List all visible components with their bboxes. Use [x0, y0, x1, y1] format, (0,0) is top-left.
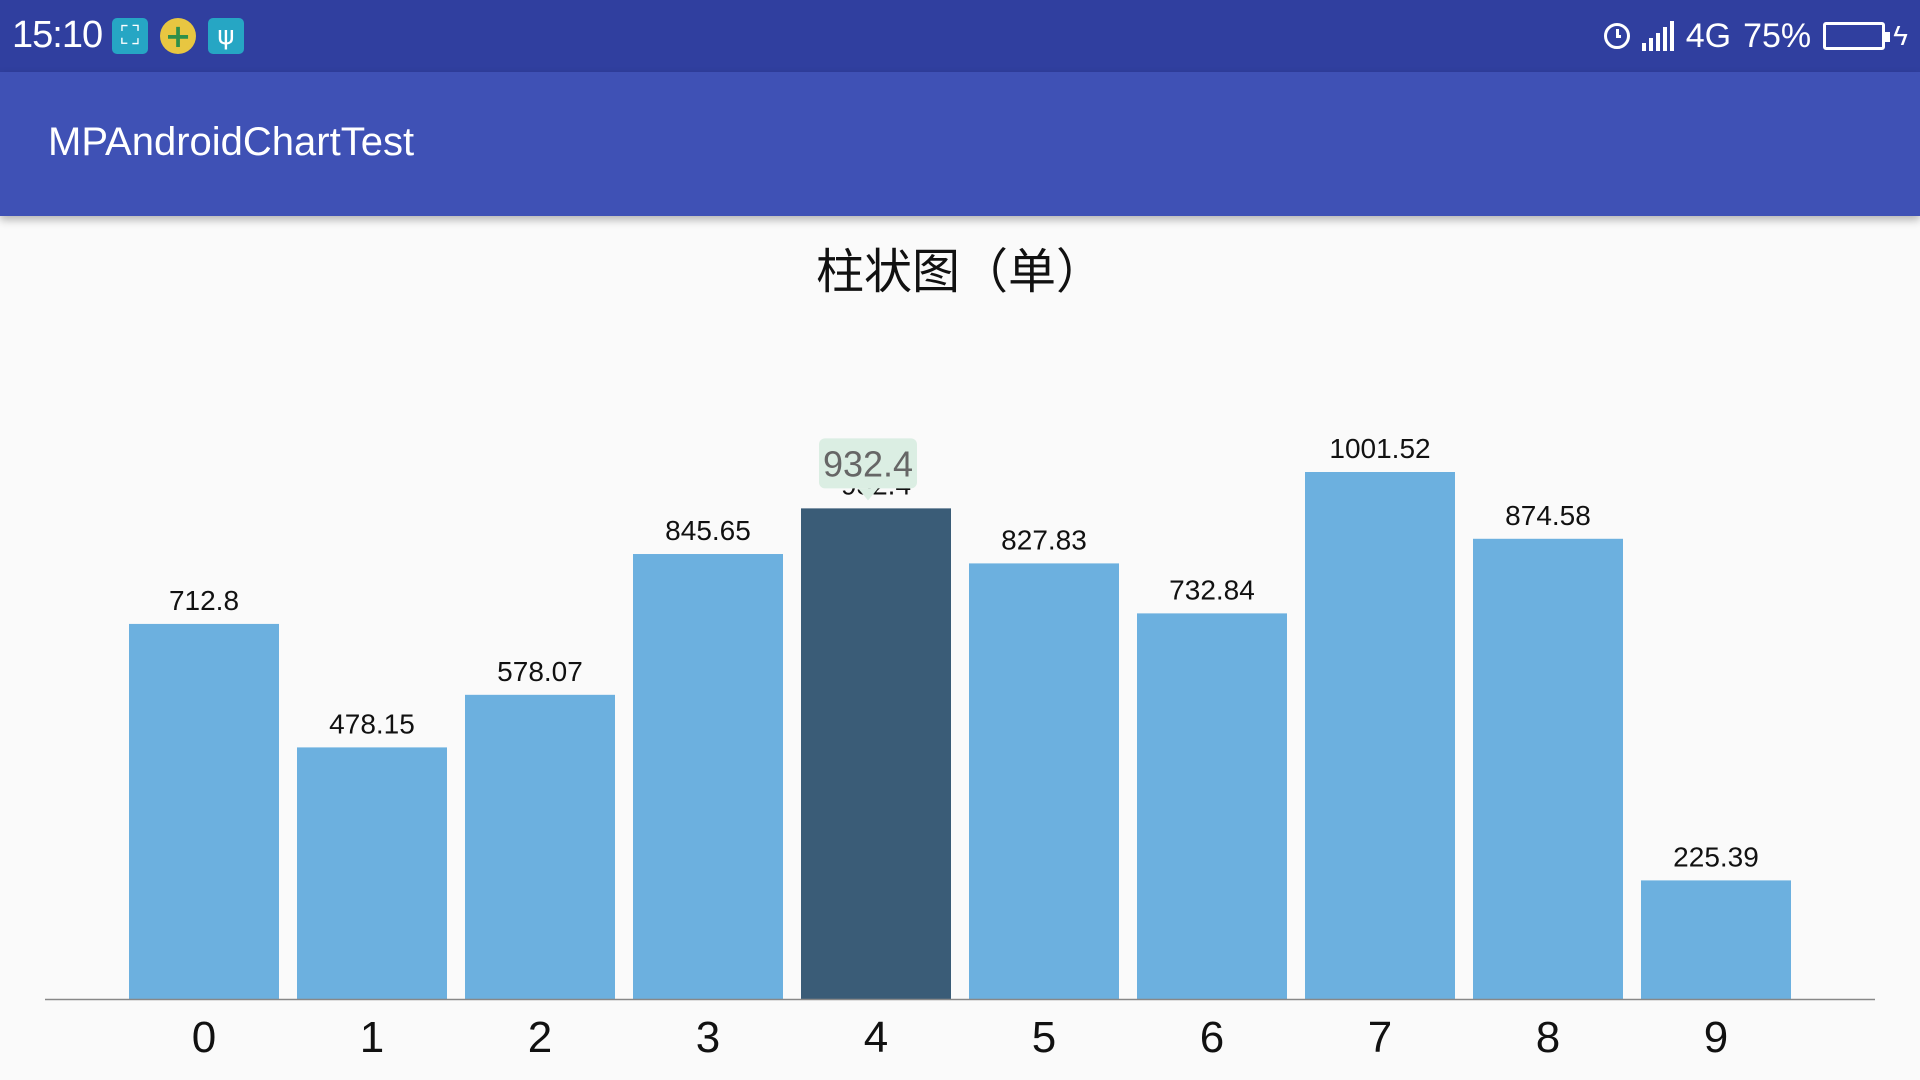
bar-5[interactable] [969, 563, 1119, 999]
marker-value: 932.4 [823, 443, 913, 484]
charging-icon: ϟ [1893, 20, 1908, 51]
bar-value-label-0: 712.8 [169, 585, 239, 616]
x-tick-label-0: 0 [192, 1013, 216, 1062]
bar-value-label-1: 478.15 [329, 708, 415, 739]
x-tick-label-7: 7 [1368, 1013, 1392, 1062]
status-time: 15:10 [12, 14, 103, 56]
bar-value-label-5: 827.83 [1001, 524, 1087, 555]
bar-value-label-7: 1001.52 [1329, 433, 1430, 464]
bar-value-label-6: 732.84 [1169, 574, 1255, 605]
bar-9[interactable] [1641, 880, 1791, 999]
status-indicators: 4G 75% ϟ [1603, 14, 1908, 58]
bar-value-label-8: 874.58 [1505, 500, 1591, 531]
x-tick-label-9: 9 [1704, 1013, 1728, 1062]
x-tick-label-4: 4 [864, 1013, 888, 1062]
bar-8[interactable] [1473, 538, 1623, 999]
bar-value-label-2: 578.07 [497, 656, 583, 687]
bar-1[interactable] [297, 747, 447, 999]
bar-7[interactable] [1305, 472, 1455, 999]
screenshot-icon: ⛶ [112, 18, 148, 54]
x-tick-label-3: 3 [696, 1013, 720, 1062]
bar-3[interactable] [633, 554, 783, 999]
app-bar: MPAndroidChartTest [0, 72, 1920, 216]
marker-pointer [858, 488, 878, 501]
usb-icon: ψ [208, 18, 244, 54]
alarm-icon [1603, 23, 1630, 49]
x-tick-label-5: 5 [1032, 1013, 1056, 1062]
highlight-marker: 932.4 [819, 438, 917, 501]
bar-2[interactable] [465, 694, 615, 999]
x-tick-label-8: 8 [1536, 1013, 1560, 1062]
bar-value-label-3: 845.65 [665, 515, 751, 546]
bar-value-label-9: 225.39 [1673, 841, 1759, 872]
x-tick-label-2: 2 [528, 1013, 552, 1062]
battery-icon [1823, 22, 1891, 50]
status-bar: 15:10 ⛶ + ψ 4G 75% ϟ [0, 0, 1920, 72]
x-tick-label-1: 1 [360, 1013, 384, 1062]
bar-0[interactable] [129, 623, 279, 999]
marker-background [819, 438, 917, 489]
app-title: MPAndroidChartTest [48, 120, 415, 164]
bar-4[interactable] [801, 508, 951, 999]
network-type: 4G [1685, 16, 1732, 55]
chart-title: 柱状图（单） [815, 244, 1104, 300]
signal-icon [1641, 21, 1674, 51]
x-tick-label-6: 6 [1200, 1013, 1224, 1062]
bar-6[interactable] [1137, 613, 1287, 999]
app-notification-icon: + [160, 17, 196, 55]
battery-percent: 75% [1743, 16, 1812, 55]
